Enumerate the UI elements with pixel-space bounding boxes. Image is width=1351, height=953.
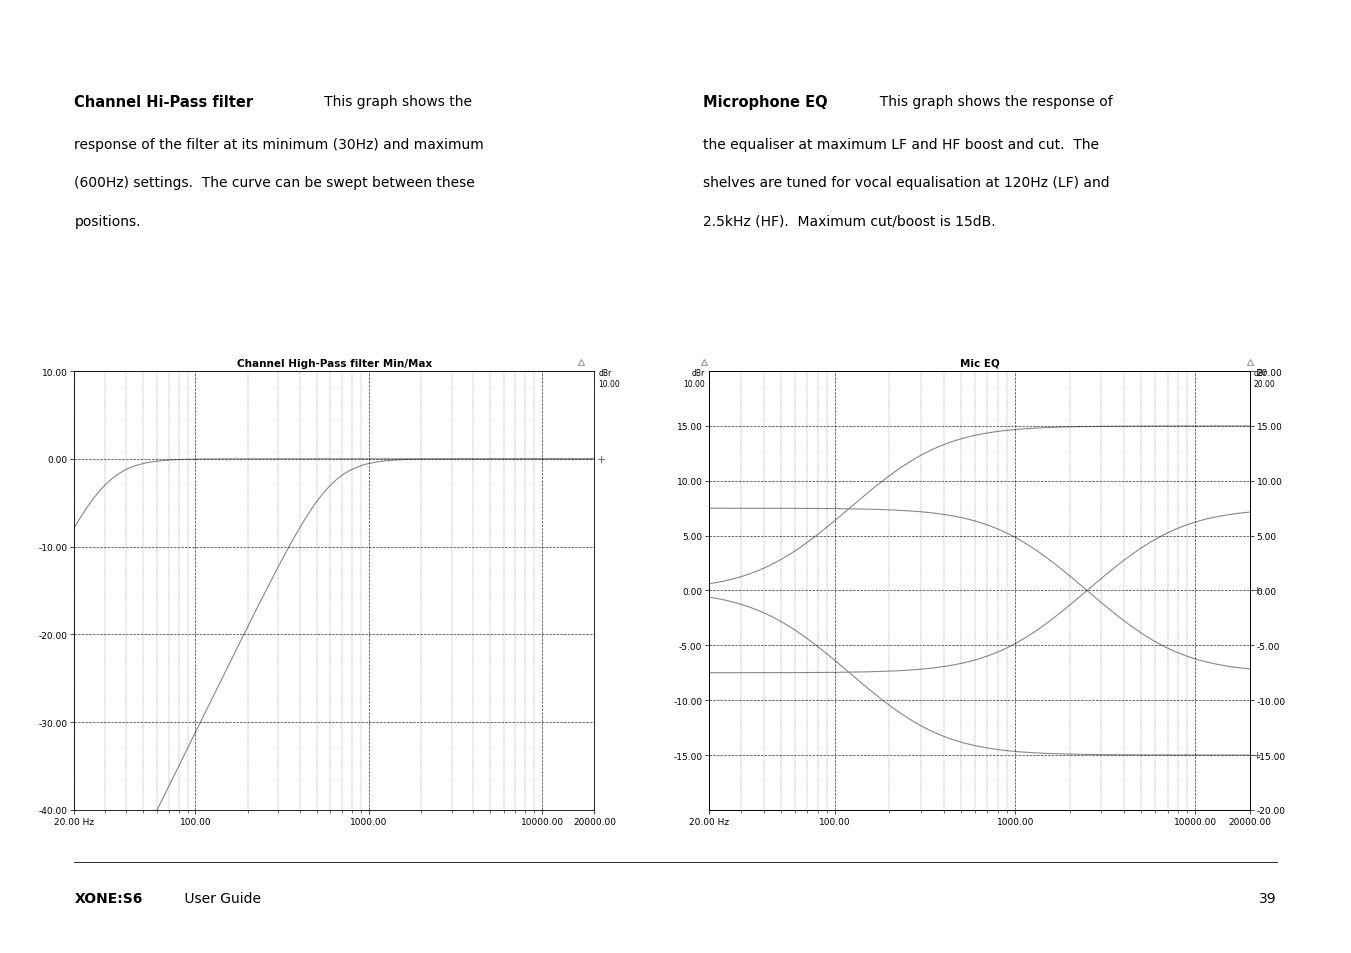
Text: +: + (1252, 750, 1262, 760)
Text: 39: 39 (1259, 891, 1277, 905)
Text: This graph shows the: This graph shows the (311, 95, 471, 110)
Text: Channel Hi-Pass filter: Channel Hi-Pass filter (74, 95, 254, 111)
Text: dBr
20.00: dBr 20.00 (1254, 369, 1275, 388)
Title: Channel High-Pass filter Min/Max: Channel High-Pass filter Min/Max (236, 358, 432, 368)
Text: dBr
10.00: dBr 10.00 (684, 369, 705, 388)
Text: XONE:S6: XONE:S6 (74, 891, 143, 905)
Text: 2.5kHz (HF).  Maximum cut/boost is 15dB.: 2.5kHz (HF). Maximum cut/boost is 15dB. (703, 214, 996, 229)
Text: This graph shows the response of: This graph shows the response of (871, 95, 1113, 110)
Text: positions.: positions. (74, 214, 141, 229)
Text: Microphone EQ: Microphone EQ (703, 95, 827, 111)
Text: shelves are tuned for vocal equalisation at 120Hz (LF) and: shelves are tuned for vocal equalisation… (703, 176, 1109, 191)
Text: (600Hz) settings.  The curve can be swept between these: (600Hz) settings. The curve can be swept… (74, 176, 476, 191)
Text: dBr
10.00: dBr 10.00 (598, 369, 620, 388)
Text: +: + (1252, 586, 1262, 596)
Text: +: + (597, 455, 607, 464)
Title: Mic EQ: Mic EQ (959, 358, 1000, 368)
Text: User Guide: User Guide (180, 891, 261, 905)
Text: response of the filter at its minimum (30Hz) and maximum: response of the filter at its minimum (3… (74, 138, 484, 152)
Text: the equaliser at maximum LF and HF boost and cut.  The: the equaliser at maximum LF and HF boost… (703, 138, 1098, 152)
